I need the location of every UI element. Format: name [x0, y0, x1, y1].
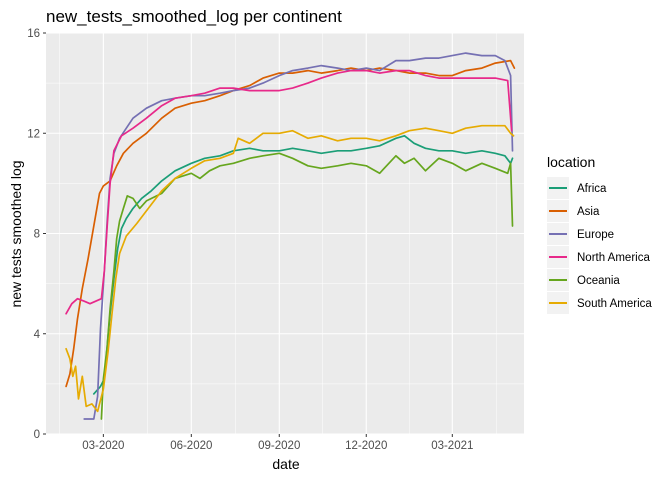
x-tick-label: 09-2020: [258, 440, 300, 452]
y-tick-label: 8: [34, 229, 40, 241]
legend-label: South America: [577, 298, 652, 310]
y-tick-label: 12: [27, 128, 40, 140]
x-tick-label: 03-2021: [431, 440, 473, 452]
legend-label: Oceania: [577, 275, 620, 287]
legend-label: Europe: [577, 229, 614, 241]
series-line-africa: [92, 134, 514, 395]
x-axis-title: date: [272, 456, 299, 472]
y-tick-label: 16: [27, 28, 40, 40]
x-tick-label: 06-2020: [170, 440, 212, 452]
series-layer: [65, 52, 516, 420]
major-gridlines: [46, 32, 524, 435]
x-tick-label: 12-2020: [345, 440, 387, 452]
series-line-north-america: [65, 69, 513, 315]
series-line-asia: [65, 59, 516, 388]
series-line-south-america: [65, 124, 515, 413]
legend-label: Africa: [577, 183, 607, 195]
y-axis: 0 4 8 12 16: [27, 28, 46, 441]
legend-label: Asia: [577, 206, 600, 218]
legend-label: North America: [577, 252, 650, 264]
series-line-oceania: [100, 152, 514, 420]
legend: location Africa Asia Europe North America Oc…: [547, 154, 652, 314]
x-tick-label: 03-2020: [82, 440, 124, 452]
y-tick-label: 4: [34, 329, 41, 341]
chart-title: new_tests_smoothed_log per continent: [46, 7, 342, 26]
y-axis-title: new tests smoothed log: [8, 160, 24, 307]
legend-title: location: [547, 154, 595, 170]
y-tick-label: 0: [34, 429, 40, 441]
x-axis: 03-2020 06-2020 09-2020 12-2020 03-2021: [82, 434, 473, 452]
